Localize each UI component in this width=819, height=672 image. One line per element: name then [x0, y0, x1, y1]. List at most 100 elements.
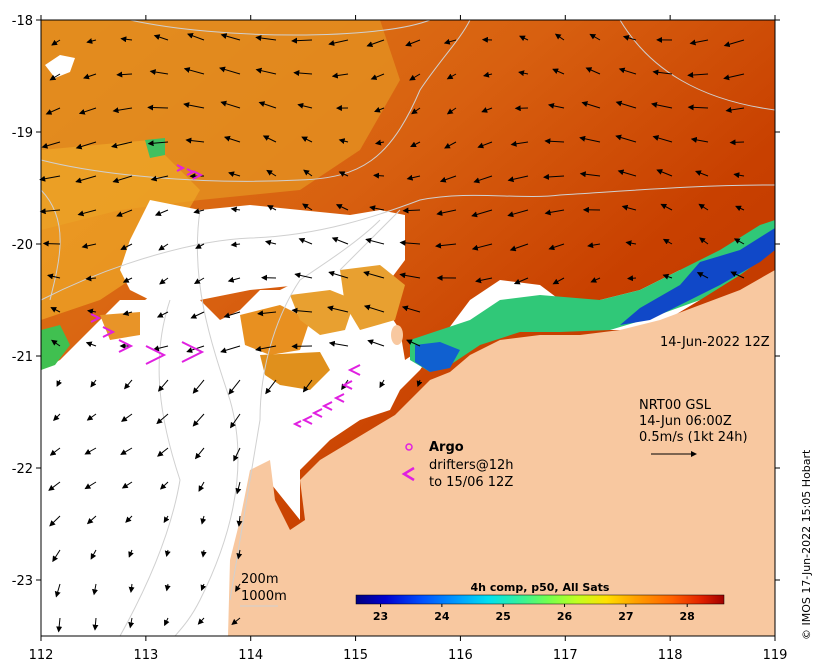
- current-arrow: [690, 136, 709, 143]
- current-arrow: [547, 102, 565, 109]
- current-arrow: [579, 135, 601, 143]
- lon-tick-label: 119: [763, 648, 788, 663]
- current-arrow: [228, 379, 241, 395]
- current-arrow: [548, 243, 565, 251]
- current-arrow: [156, 413, 169, 425]
- current-arrow: [258, 101, 277, 109]
- current-arrow: [652, 135, 673, 143]
- current-arrow: [365, 237, 385, 245]
- current-arrow: [223, 311, 241, 319]
- current-arrow: [302, 203, 313, 211]
- current-arrow: [443, 38, 457, 45]
- current-arrow: [735, 205, 745, 212]
- drifters-label-1: drifters@12h: [429, 458, 514, 473]
- current-arrow: [51, 39, 61, 46]
- current-arrow: [83, 73, 97, 80]
- current-arrow: [46, 273, 61, 280]
- current-arrow: [50, 307, 61, 313]
- drifter-chevron: [145, 345, 167, 365]
- current-arrow: [41, 141, 61, 149]
- current-arrow: [235, 583, 241, 593]
- current-arrow: [197, 617, 205, 625]
- current-arrow: [621, 204, 637, 211]
- current-arrow: [121, 481, 133, 489]
- current-arrow: [236, 515, 243, 527]
- current-arrow: [543, 173, 565, 180]
- sst-patch-3: [260, 352, 330, 390]
- current-arrow: [699, 237, 709, 245]
- current-arrow: [379, 379, 386, 389]
- current-arrow: [75, 175, 97, 184]
- drifter-chevron: [176, 164, 186, 172]
- current-arrow: [52, 549, 61, 563]
- current-arrow: [331, 72, 349, 79]
- argo-marker-icon: [405, 443, 413, 451]
- current-arrow: [733, 238, 745, 245]
- lat-tick-label: -20: [12, 238, 33, 253]
- current-arrow: [733, 172, 745, 179]
- current-arrow: [230, 241, 241, 248]
- lon-axis: 112 113 114 115 116 117 118 119: [29, 15, 788, 663]
- current-arrow: [111, 141, 133, 149]
- current-arrow: [725, 106, 745, 113]
- current-arrow: [122, 277, 133, 283]
- current-arrow: [231, 617, 241, 625]
- current-arrow: [121, 413, 133, 422]
- current-arrow: [200, 549, 207, 558]
- current-arrow: [266, 169, 277, 177]
- current-arrow: [554, 33, 565, 41]
- current-arrow: [689, 39, 709, 46]
- current-arrow: [291, 307, 313, 314]
- current-arrow: [374, 139, 385, 146]
- current-arrow: [473, 175, 493, 184]
- current-arrow: [589, 33, 601, 41]
- drifter-tracks: [90, 164, 361, 428]
- current-arrow: [85, 275, 97, 282]
- current-arrow: [86, 413, 97, 421]
- current-arrow: [120, 243, 133, 250]
- lat-tick-label: -19: [12, 126, 33, 141]
- current-arrow: [78, 107, 97, 115]
- current-arrow: [255, 67, 277, 75]
- current-arrow: [220, 100, 241, 109]
- current-arrow: [303, 169, 313, 177]
- current-arrow: [518, 70, 529, 77]
- current-arrow: [192, 413, 205, 427]
- contour-1000-label: 1000m: [241, 589, 287, 604]
- current-arrow: [163, 515, 170, 524]
- current-arrow: [552, 277, 565, 285]
- current-arrow: [150, 175, 169, 182]
- current-arrow: [446, 107, 457, 115]
- lat-tick-label: -23: [12, 574, 33, 589]
- current-vectors: [39, 32, 745, 633]
- current-arrow: [192, 379, 205, 394]
- lon-tick-label: 112: [29, 648, 54, 663]
- current-arrow: [370, 73, 385, 80]
- current-arrow: [617, 169, 637, 177]
- current-arrow: [183, 102, 205, 109]
- lon-tick-label: 114: [238, 648, 263, 663]
- cloud-mask: [41, 270, 700, 636]
- current-arrow: [363, 304, 385, 313]
- current-arrow: [471, 243, 493, 251]
- cloud-patch-nw: [45, 55, 75, 78]
- current-arrow: [579, 171, 601, 178]
- current-arrow: [544, 209, 565, 216]
- current-arrow: [410, 141, 421, 148]
- current-arrow: [662, 238, 673, 245]
- current-arrow: [622, 35, 637, 41]
- current-arrow: [510, 140, 529, 147]
- current-arrow: [190, 311, 205, 319]
- lon-tick-label: 113: [133, 648, 158, 663]
- current-arrow: [264, 239, 277, 246]
- current-arrow: [687, 104, 709, 111]
- current-arrow: [298, 237, 313, 245]
- current-arrow: [401, 305, 421, 313]
- colorbar-gradient: [355, 594, 725, 605]
- current-arrow: [128, 549, 134, 558]
- current-arrow: [193, 208, 205, 215]
- date-label: 14-Jun-2022 12Z: [660, 335, 770, 350]
- current-arrow: [471, 209, 493, 218]
- current-arrow: [164, 583, 171, 592]
- current-arrow: [48, 481, 61, 491]
